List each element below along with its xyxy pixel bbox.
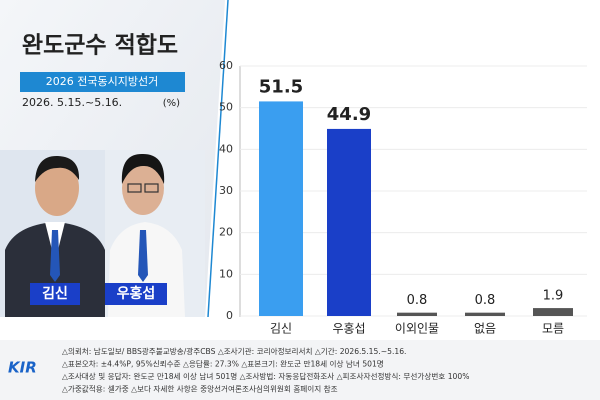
- unit: (%): [163, 98, 180, 109]
- bar: [465, 312, 505, 316]
- y-tick-label: 60: [219, 59, 233, 72]
- candidate-name: 김신: [42, 285, 68, 302]
- chart: 0 10 20 30 40 50 60 김신 51.5 우홍섭 44.9 이외인물 0.8 없음 0.8 모름…: [219, 59, 587, 336]
- logo: KIR: [8, 359, 37, 377]
- footer-note: △의뢰처: 남도일보/ BBS광주불교방송/광주CBS △조사기관: 코리아정보…: [62, 346, 406, 356]
- subtitle-box: [20, 72, 185, 92]
- footer-bg: [0, 340, 600, 400]
- footer-note: △조사대상 및 응답자: 완도군 만18세 이상 남녀 501명 △조사방법: …: [62, 371, 469, 381]
- bar: [327, 128, 371, 316]
- value-label: 51.5: [259, 76, 303, 97]
- bar: [533, 308, 573, 316]
- x-tick-label: 김신: [270, 322, 292, 336]
- x-tick-label: 이외인물: [395, 322, 439, 336]
- candidate-name: 우홍섭: [117, 285, 156, 302]
- value-label: 0.8: [475, 293, 496, 308]
- value-label: 0.8: [407, 293, 428, 308]
- divider: [207, 0, 229, 318]
- subtitle: 2026 전국동시지방선거: [46, 75, 158, 88]
- name-box: [30, 283, 80, 305]
- bar: [397, 312, 437, 316]
- y-tick-label: 50: [219, 101, 233, 114]
- x-tick-label: 모름: [542, 322, 564, 336]
- y-tick-label: 30: [219, 184, 233, 197]
- name-box: [105, 283, 167, 305]
- y-tick-label: 0: [226, 309, 233, 322]
- value-label: 44.9: [327, 104, 371, 125]
- y-tick-label: 10: [219, 267, 233, 280]
- date: 2026. 5.15.~5.16.: [22, 96, 122, 109]
- footer-notes: △의뢰처: 남도일보/ BBS광주불교방송/광주CBS △조사기관: 코리아정보…: [62, 346, 469, 394]
- bar: [259, 101, 303, 317]
- y-tick-label: 20: [219, 226, 233, 239]
- footer-note: △가중값적용: 셀가중 △보다 자세한 사항은 중앙선거여론조사심의위원회 홈페…: [62, 384, 338, 394]
- x-tick-label: 우홍섭: [332, 322, 365, 336]
- y-tick-label: 40: [219, 142, 233, 155]
- x-tick-label: 없음: [474, 322, 496, 336]
- value-label: 1.9: [543, 289, 564, 304]
- title: 완도군수 적합도: [22, 33, 178, 59]
- footer-note: △표본오차: ±4.4%P, 95%신뢰수준 △응답률: 27.3% △표본크기…: [62, 359, 384, 369]
